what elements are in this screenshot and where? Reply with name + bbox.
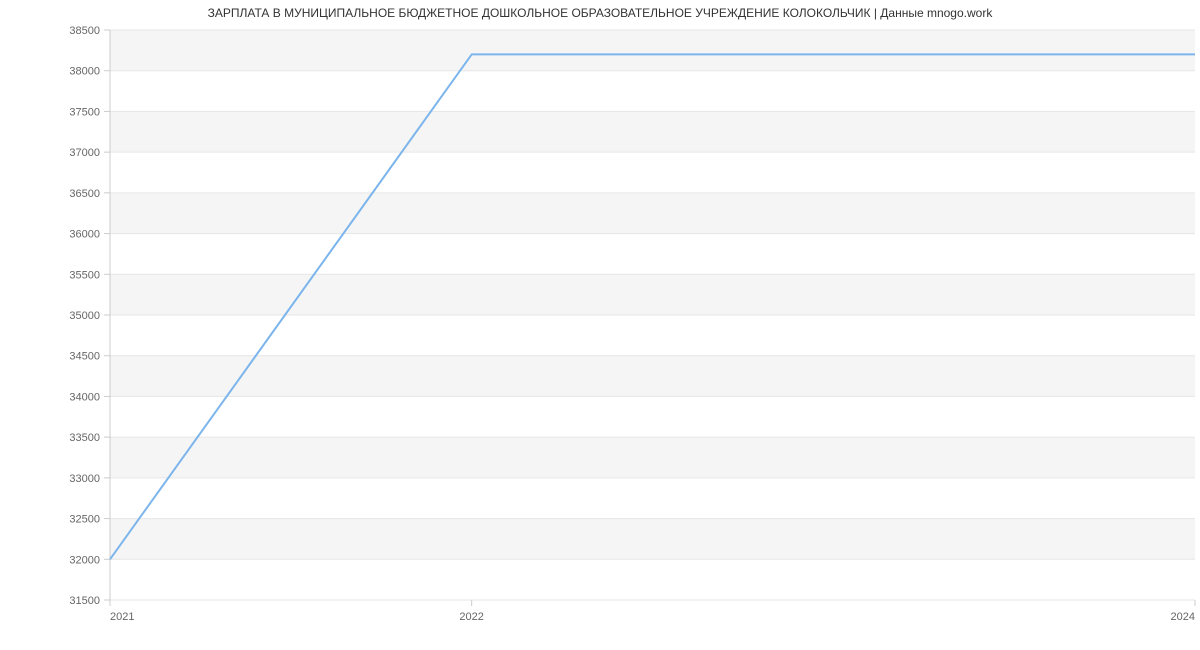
chart-title: ЗАРПЛАТА В МУНИЦИПАЛЬНОЕ БЮДЖЕТНОЕ ДОШКО… (0, 6, 1200, 20)
plot-band (110, 30, 1195, 71)
x-tick-label: 2022 (459, 611, 483, 623)
plot-band (110, 559, 1195, 600)
y-tick-label: 36000 (69, 229, 100, 241)
plot-band (110, 234, 1195, 275)
y-tick-label: 38500 (69, 25, 100, 37)
x-tick-label: 2024 (1171, 611, 1195, 623)
plot-band (110, 111, 1195, 152)
y-tick-label: 33500 (69, 432, 100, 444)
x-tick-label: 2021 (110, 611, 134, 623)
plot-band (110, 193, 1195, 234)
y-tick-label: 32500 (69, 514, 100, 526)
y-tick-label: 37500 (69, 106, 100, 118)
plot-band (110, 437, 1195, 478)
plot-band (110, 152, 1195, 193)
plot-band (110, 274, 1195, 315)
plot-band (110, 315, 1195, 356)
plot-band (110, 478, 1195, 519)
plot-band (110, 356, 1195, 397)
y-tick-label: 34000 (69, 391, 100, 403)
y-tick-label: 37000 (69, 147, 100, 159)
plot-band (110, 519, 1195, 560)
y-tick-label: 36500 (69, 188, 100, 200)
plot-band (110, 396, 1195, 437)
y-tick-label: 31500 (69, 595, 100, 607)
y-tick-label: 33000 (69, 473, 100, 485)
y-tick-label: 38000 (69, 66, 100, 78)
y-tick-label: 32000 (69, 554, 100, 566)
plot-band (110, 71, 1195, 112)
y-tick-label: 34500 (69, 351, 100, 363)
y-tick-label: 35500 (69, 269, 100, 281)
chart-svg: 31500 32000 32500 33000 33500 34000 34500 35000… (0, 0, 1200, 650)
y-tick-label: 35000 (69, 310, 100, 322)
salary-line-chart: ЗАРПЛАТА В МУНИЦИПАЛЬНОЕ БЮДЖЕТНОЕ ДОШКО… (0, 0, 1200, 650)
